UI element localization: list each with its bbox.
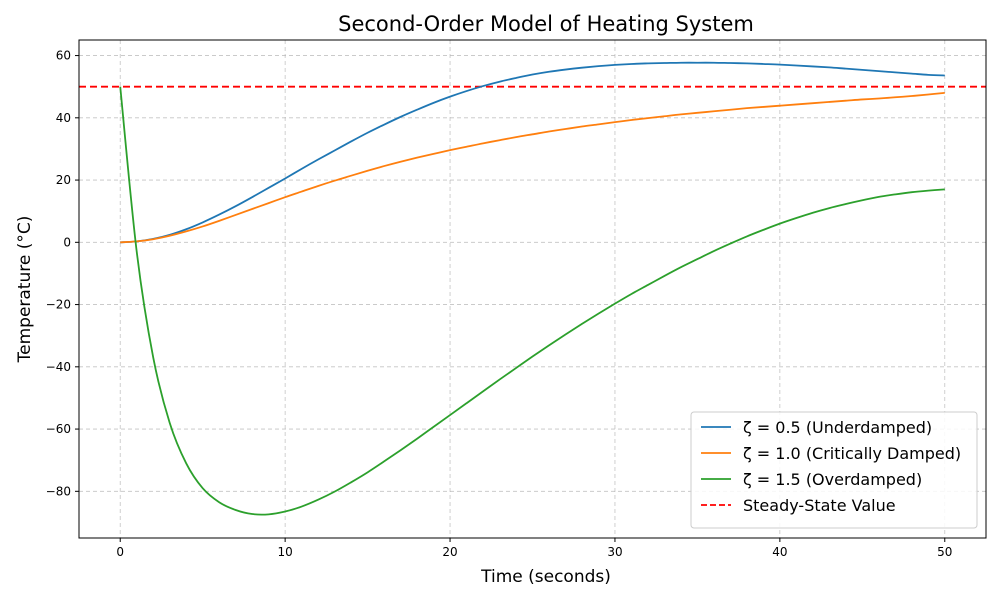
y-tick-label: −80 xyxy=(46,484,71,498)
series-line-2 xyxy=(120,92,945,244)
legend: ζ = 0.5 (Underdamped) ζ = 1.0 (Critically… xyxy=(690,411,978,529)
y-tick-label: 0 xyxy=(63,235,71,249)
legend-box xyxy=(690,411,978,529)
y-tick-label: 60 xyxy=(56,49,71,63)
x-tick-label: 10 xyxy=(277,545,292,559)
y-tick-label: 40 xyxy=(56,111,71,125)
legend-label: ζ = 1.5 (Overdamped) xyxy=(743,470,922,489)
x-tick-label: 40 xyxy=(772,545,787,559)
series-layer xyxy=(79,61,986,516)
legend-label: ζ = 0.5 (Underdamped) xyxy=(743,418,932,437)
y-tick-label: −20 xyxy=(46,298,71,312)
chart-title: Second-Order Model of Heating System xyxy=(338,12,754,36)
series-line-1 xyxy=(120,61,945,244)
axes: 0 10 20 30 40 50 −80 −60 −40 −20 0 20 40 60 xyxy=(46,39,987,559)
y-axis-title: Temperature (°C) xyxy=(15,216,35,364)
x-tick-label: 50 xyxy=(937,545,952,559)
legend-label: Steady-State Value xyxy=(743,496,896,515)
legend-label: ζ = 1.0 (Critically Damped) xyxy=(743,444,961,463)
y-tick-label: −40 xyxy=(46,360,71,374)
x-tick-label: 0 xyxy=(116,545,124,559)
x-axis-title: Time (seconds) xyxy=(480,567,611,587)
x-tick-label: 20 xyxy=(442,545,457,559)
series-line-3 xyxy=(119,86,945,516)
y-tick-label: −60 xyxy=(46,422,71,436)
x-tick-label: 30 xyxy=(607,545,622,559)
plot-frame xyxy=(78,39,987,539)
y-tick-label: 20 xyxy=(56,173,71,187)
